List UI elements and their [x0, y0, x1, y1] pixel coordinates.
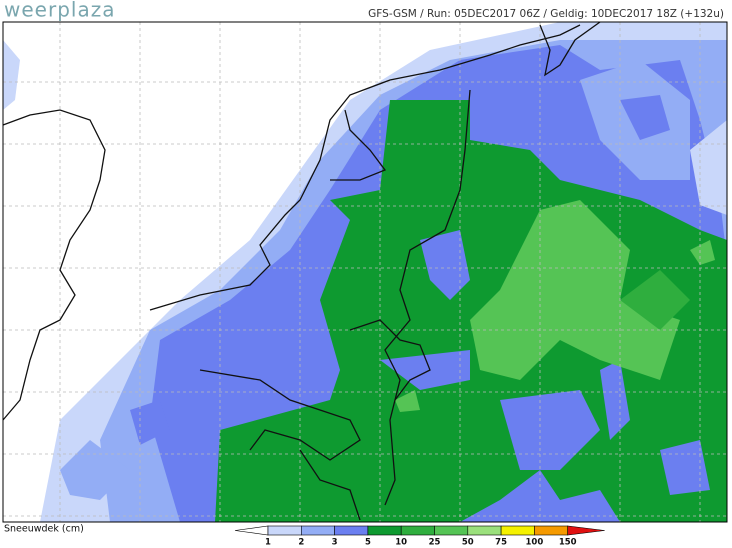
- colorbar-segment: [534, 525, 569, 536]
- colorbar-segment: [334, 525, 369, 536]
- colorbar-tick-label: 3: [332, 538, 338, 548]
- colorbar-segment: [300, 525, 335, 536]
- colorbar-tick-label: 2: [298, 538, 304, 548]
- run-info: GFS-GSM / Run: 05DEC2017 06Z / Geldig: 1…: [368, 8, 724, 20]
- logo: weerplaza: [4, 0, 115, 22]
- colorbar-segment: [567, 525, 605, 536]
- colorbar-tick-label: 25: [429, 538, 441, 548]
- colorbar-segment: [434, 525, 469, 536]
- map: [2, 21, 728, 523]
- colorbar-segment: [267, 525, 302, 536]
- colorbar-tick-label: 10: [395, 538, 407, 548]
- colorbar-tick-label: 1: [265, 538, 271, 548]
- colorbar-segment: [400, 525, 435, 536]
- colorbar-tick-label: 5: [365, 538, 371, 548]
- colorbar-tick-label: 100: [526, 538, 544, 548]
- colorbar-tick-label: 50: [462, 538, 474, 548]
- colorbar-segment: [500, 525, 535, 536]
- colorbar-segment: [467, 525, 502, 536]
- colorbar: 1 2 3 5 10 25 50 75 100 150: [234, 525, 605, 548]
- colorbar-tick-label: 75: [495, 538, 507, 548]
- colorbar-segment: [367, 525, 402, 536]
- colorbar-tick-label: 150: [559, 538, 577, 548]
- colorbar-segment: [234, 525, 269, 536]
- legend-label: Sneeuwdek (cm): [4, 524, 84, 535]
